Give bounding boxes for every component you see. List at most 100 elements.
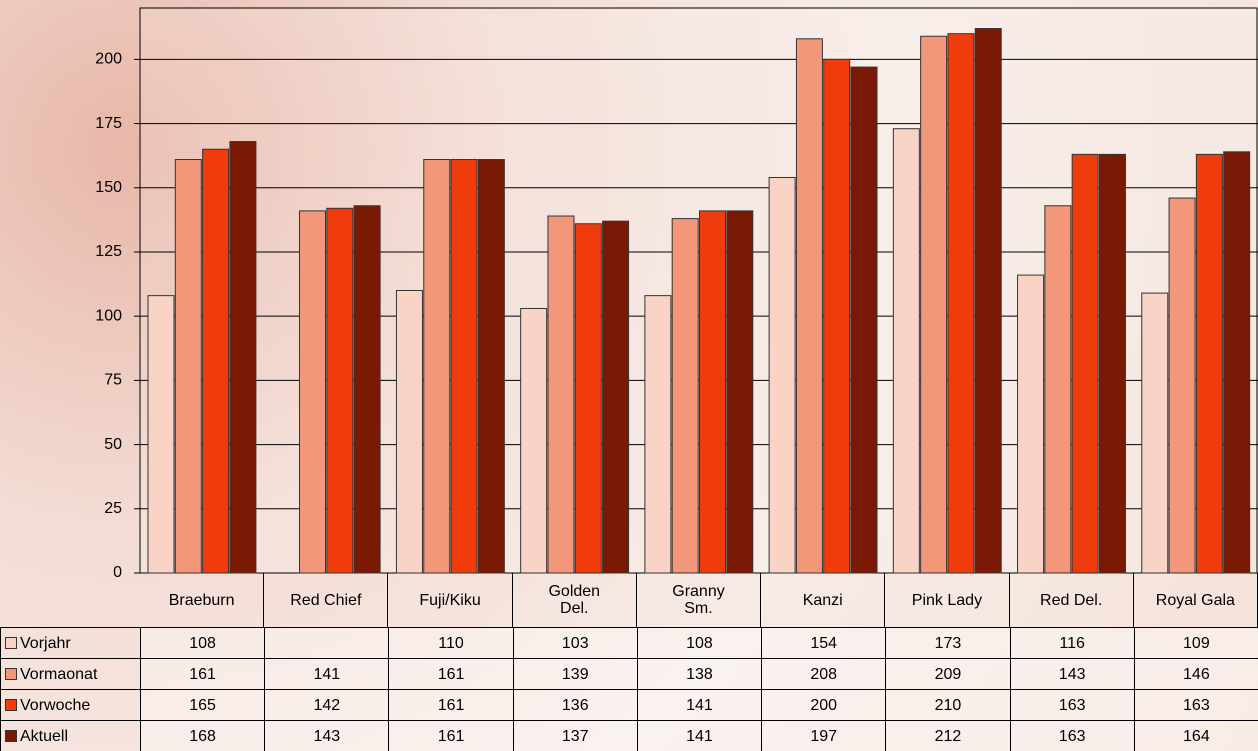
y-tick-label: 125 — [95, 243, 122, 260]
table-cell: 141 — [264, 658, 389, 689]
bar — [947, 33, 975, 574]
category-label: Granny Sm. — [637, 573, 762, 627]
table-cell: 161 — [388, 689, 513, 720]
category-label: Red Chief — [264, 573, 389, 627]
bar — [1168, 197, 1196, 574]
y-tick-label: 50 — [104, 436, 122, 453]
table-cell: 168 — [140, 720, 265, 751]
bar — [892, 128, 920, 574]
bar — [547, 215, 575, 574]
table-cell: 200 — [761, 689, 886, 720]
category-label: Royal Gala — [1134, 573, 1258, 627]
bar — [850, 66, 878, 574]
table-cell: 208 — [761, 658, 886, 689]
bar — [229, 141, 257, 574]
category-label: Kanzi — [761, 573, 886, 627]
table-cell: 146 — [1133, 658, 1258, 689]
bar — [574, 223, 602, 574]
table-cell: 209 — [885, 658, 1010, 689]
legend-label: Vorwoche — [20, 696, 91, 714]
y-tick-label: 25 — [104, 500, 122, 517]
bar — [1071, 153, 1099, 574]
table-cell: 141 — [636, 720, 762, 751]
bar — [299, 210, 327, 574]
category-label: Golden Del. — [513, 573, 637, 627]
table-cell: 161 — [140, 658, 265, 689]
table-cell: 142 — [264, 689, 389, 720]
bar — [768, 177, 796, 574]
legend-swatch — [5, 668, 17, 680]
bar — [726, 210, 754, 574]
table-cell: 108 — [636, 627, 762, 658]
table-cell: 164 — [1133, 720, 1258, 751]
table-cell: 163 — [1009, 720, 1134, 751]
bar — [974, 28, 1002, 574]
legend-entry: Vormaonat — [0, 658, 140, 689]
bar — [326, 207, 354, 574]
category-label: Pink Lady — [885, 573, 1010, 627]
legend-swatch — [5, 730, 17, 742]
legend-label: Aktuell — [20, 727, 69, 745]
table-cell: 143 — [264, 720, 389, 751]
table-cell: 103 — [512, 627, 637, 658]
bar — [353, 205, 381, 574]
bar — [174, 159, 202, 574]
bar — [1044, 205, 1072, 574]
legend-swatch — [5, 637, 17, 649]
bar — [602, 220, 630, 574]
table-cell: 173 — [885, 627, 1010, 658]
table-cell: 163 — [1009, 689, 1134, 720]
table-cell: 137 — [512, 720, 637, 751]
table-cell: 139 — [512, 658, 637, 689]
bar — [823, 58, 851, 574]
table-cell: 109 — [1133, 627, 1258, 658]
bar — [1195, 153, 1223, 574]
legend-entry: Vorjahr — [0, 627, 140, 658]
bar — [671, 218, 699, 574]
table-cell: 136 — [512, 689, 637, 720]
bar — [450, 159, 478, 574]
table-cell: 138 — [636, 658, 762, 689]
bar — [795, 38, 823, 574]
legend-entry: Vorwoche — [0, 689, 140, 720]
bar — [698, 210, 726, 574]
y-tick-label: 150 — [95, 179, 122, 196]
y-tick-label: 75 — [104, 372, 122, 389]
table-cell: 143 — [1009, 658, 1134, 689]
bar — [920, 35, 948, 574]
y-tick-label: 175 — [95, 115, 122, 132]
bar — [520, 307, 548, 574]
table-cell: 163 — [1133, 689, 1258, 720]
bar — [395, 290, 423, 574]
legend-entry: Aktuell — [0, 720, 140, 751]
table-cell: 161 — [388, 658, 513, 689]
table-cell: 212 — [885, 720, 1010, 751]
bar — [423, 159, 451, 574]
table-cell: 210 — [885, 689, 1010, 720]
category-label: Fuji/Kiku — [388, 573, 513, 627]
legend-label: Vorjahr — [20, 634, 71, 652]
bar — [1017, 274, 1045, 574]
bar — [644, 295, 672, 574]
bar — [1098, 153, 1126, 574]
table-cell: 110 — [388, 627, 513, 658]
bar — [1223, 151, 1251, 574]
table-cell: 161 — [388, 720, 513, 751]
table-cell — [264, 627, 389, 658]
y-tick-label: 200 — [95, 51, 122, 68]
table-cell: 141 — [636, 689, 762, 720]
table-cell: 197 — [761, 720, 886, 751]
y-tick-label: 100 — [95, 307, 122, 324]
table-cell: 165 — [140, 689, 265, 720]
category-label: Braeburn — [140, 573, 265, 627]
bar — [202, 148, 230, 574]
y-tick-label: 0 — [113, 564, 122, 581]
legend-label: Vormaonat — [20, 665, 98, 683]
category-label: Red Del. — [1010, 573, 1134, 627]
bar — [147, 295, 175, 574]
bar — [477, 159, 505, 574]
table-cell: 108 — [140, 627, 265, 658]
table-cell: 116 — [1009, 627, 1134, 658]
